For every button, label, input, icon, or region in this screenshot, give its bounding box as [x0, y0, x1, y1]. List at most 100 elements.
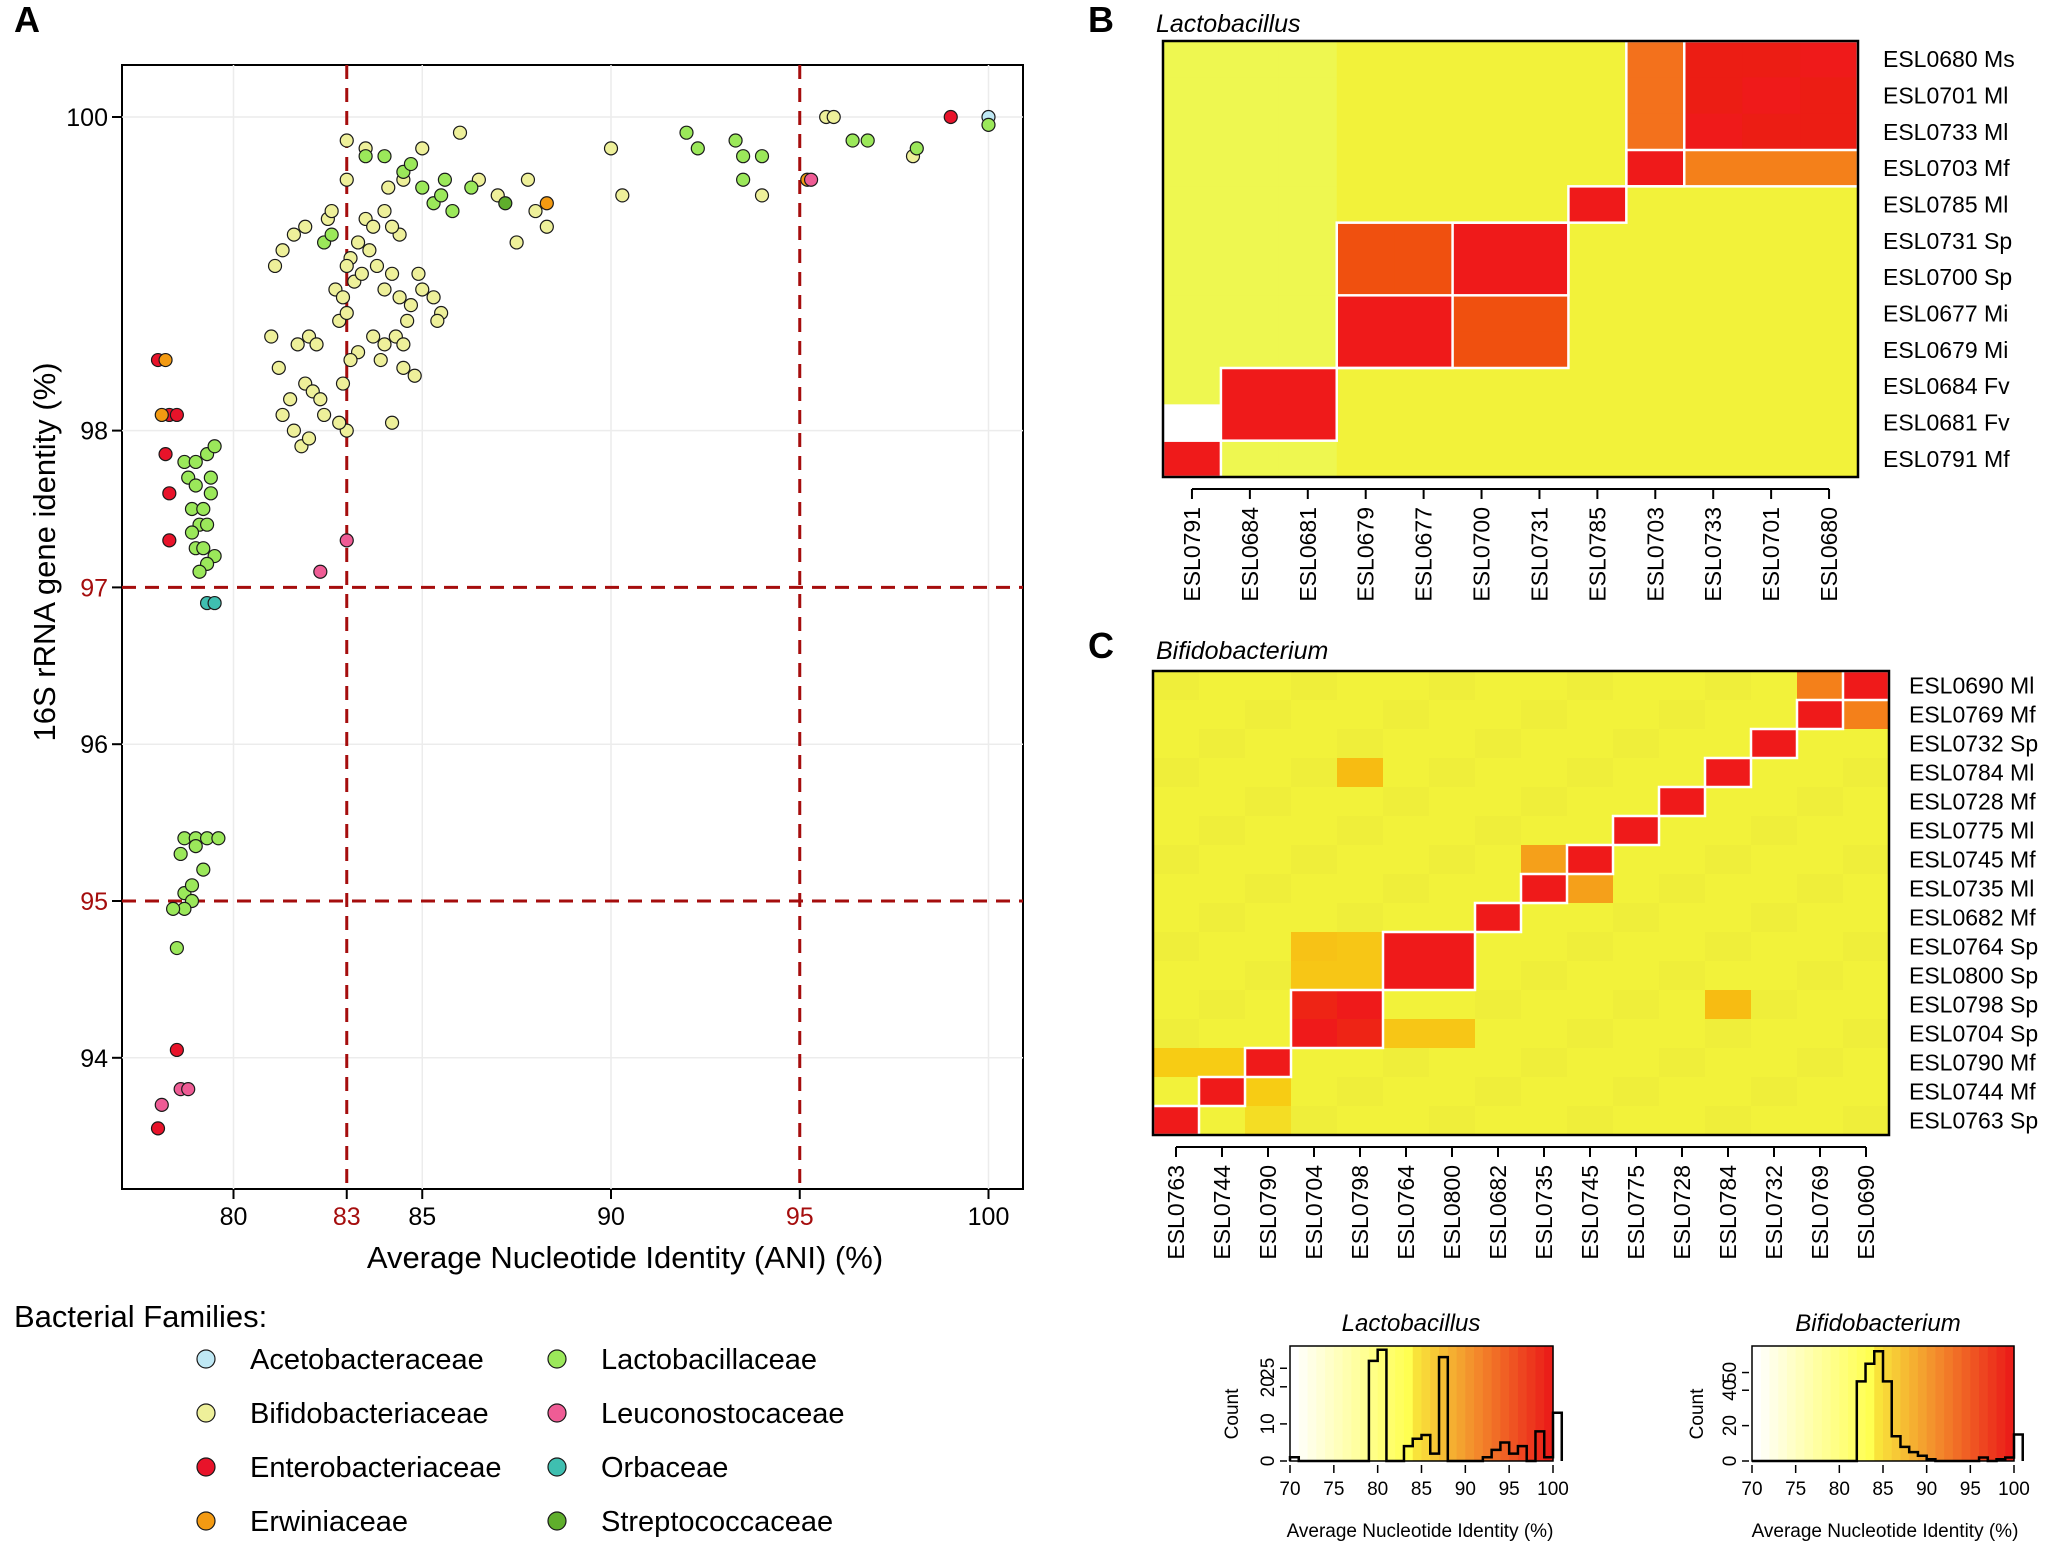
legend-label: Streptococcaceae	[601, 1506, 833, 1538]
heatmap-cell	[1475, 700, 1522, 730]
heatmap-cell	[1199, 961, 1246, 991]
heatmap-cell	[1278, 41, 1338, 78]
heatmap-cell	[1337, 1077, 1384, 1107]
heatmap-row-label: ESL0704 Sp	[1909, 1021, 2038, 1047]
heatmap-cell	[1475, 1048, 1522, 1078]
heatmap-cell	[1751, 903, 1798, 933]
scatter-point-bifidobacteriaceae	[377, 337, 392, 352]
heatmap-column-label: ESL0681	[1295, 507, 1321, 602]
histogram-color-key	[1447, 1346, 1458, 1461]
scatter-point-lactobacillaceae	[196, 501, 211, 517]
heatmap-row-label: ESL0684 Fv	[1883, 373, 2010, 399]
heatmap-cell	[1843, 845, 1890, 875]
heatmap-cell	[1336, 113, 1396, 151]
histogram-color-key	[1386, 1346, 1396, 1461]
heatmap-cell	[1199, 729, 1246, 759]
heatmap-cell	[1751, 990, 1798, 1020]
heatmap-cell	[1751, 1077, 1798, 1107]
histogram-color-key	[1752, 1346, 1762, 1461]
heatmap-cell	[1800, 113, 1859, 151]
heatmap-cell	[1751, 816, 1798, 846]
heatmap-cell	[1394, 150, 1454, 187]
heatmap-cell	[1291, 816, 1338, 846]
histogram-color-key	[1307, 1346, 1317, 1461]
heatmap-cell	[1452, 77, 1511, 115]
heatmap-cell	[1336, 41, 1396, 78]
heatmap-cell	[1429, 990, 1476, 1020]
heatmap-cell	[1510, 404, 1569, 442]
heatmap-cell	[1659, 932, 1706, 962]
heatmap-column-label: ESL0700	[1469, 507, 1495, 602]
heatmap-cell	[1291, 1106, 1338, 1136]
heatmap-cluster-outline	[1219, 366, 1338, 442]
heatmap-cell	[1751, 961, 1798, 991]
heatmap-cell	[1429, 1048, 1476, 1078]
heatmap-cell	[1626, 222, 1685, 260]
scatter-point-lactobacillaceae	[192, 564, 207, 579]
scatter-x-axis-label: Average Nucleotide Identity (ANI) (%)	[367, 1240, 883, 1275]
heatmap-cell	[1843, 932, 1890, 962]
heatmap-cell	[1394, 113, 1454, 151]
heatmap-cell	[1742, 113, 1801, 151]
heatmap-cell	[1521, 1019, 1568, 1049]
legend: Bacterial Families: Acetobacteraceae Bifi…	[14, 1299, 844, 1538]
scatter-point-bifidobacteriaceae	[275, 407, 290, 423]
scatter-point-enterobacteriaceae	[943, 109, 958, 125]
heatmap-cell	[1521, 671, 1568, 701]
heatmap-cell	[1510, 259, 1569, 296]
heatmap-cell	[1843, 874, 1890, 904]
heatmap-frame	[1151, 669, 1891, 1137]
heatmap-cell	[1163, 113, 1222, 151]
heatmap-cell	[1336, 150, 1396, 187]
heatmap-cell	[1613, 961, 1660, 991]
scatter-point-lactobacillaceae	[188, 454, 203, 470]
heatmap-cell	[1742, 404, 1801, 442]
heatmap-cell	[1383, 816, 1430, 846]
heatmap-cell	[1452, 41, 1511, 78]
heatmap-cell	[1278, 440, 1338, 478]
heatmap-cell	[1659, 1106, 1706, 1136]
heatmap-cell	[1613, 700, 1660, 730]
heatmap-column-label: ESL0690	[1853, 1165, 1879, 1260]
histogram-color-key	[1430, 1346, 1440, 1461]
heatmap-cell	[1383, 903, 1430, 933]
heatmap-cell	[1684, 186, 1743, 224]
heatmap-column-label: ESL0785	[1584, 507, 1610, 602]
heatmap-cell	[1684, 41, 1743, 78]
heatmap-cell	[1797, 787, 1844, 817]
scatter-point-bifidobacteriaceae	[298, 219, 313, 234]
heatmap-cell	[1199, 700, 1246, 730]
heatmap-cell	[1705, 671, 1752, 701]
scatter-point-erwiniaceae	[539, 196, 554, 211]
heatmap-column-label: ESL0790	[1255, 1165, 1281, 1260]
heatmap-row-label: ESL0680 Ms	[1883, 46, 2015, 72]
heatmap-row-label: ESL0728 Mf	[1909, 789, 2036, 815]
scatter-point-bifidobacteriaceae	[271, 360, 286, 375]
heatmap-cell	[1383, 1048, 1430, 1078]
heatmap-cell	[1153, 758, 1200, 788]
heatmap-cell	[1613, 1106, 1660, 1136]
scatter-point-bifidobacteriaceae	[430, 313, 445, 328]
heatmap-cell	[1742, 41, 1801, 78]
histogram-color-key	[1786, 1346, 1797, 1461]
heatmap-cell	[1337, 903, 1384, 933]
heatmap-cell	[1567, 729, 1614, 759]
heatmap-cell	[1797, 961, 1844, 991]
heatmap-cell	[1659, 758, 1706, 788]
scatter-point-bifidobacteriaceae	[400, 313, 415, 328]
histogram-y-tick-label: 20	[1720, 1415, 1741, 1436]
histogram-color-key	[1874, 1346, 1884, 1461]
heatmap-cell	[1684, 150, 1743, 187]
heatmap-cell	[1843, 787, 1890, 817]
heatmap-cell	[1153, 874, 1200, 904]
heatmap-cell	[1245, 1077, 1292, 1107]
scatter-x-tick-label: 83	[333, 1203, 361, 1231]
heatmap-cell	[1394, 440, 1454, 478]
heatmap-cell	[1659, 1077, 1706, 1107]
heatmap-row-label: ESL0677 Mi	[1883, 301, 2008, 327]
heatmap-cell	[1394, 368, 1454, 405]
heatmap-cell	[1521, 1077, 1568, 1107]
scatter-plot: 80 83 85 90 95 100 94 95 96 97 98 100 Average Nucl…	[27, 64, 1024, 1275]
heatmap-cluster-outline	[1381, 930, 1477, 992]
